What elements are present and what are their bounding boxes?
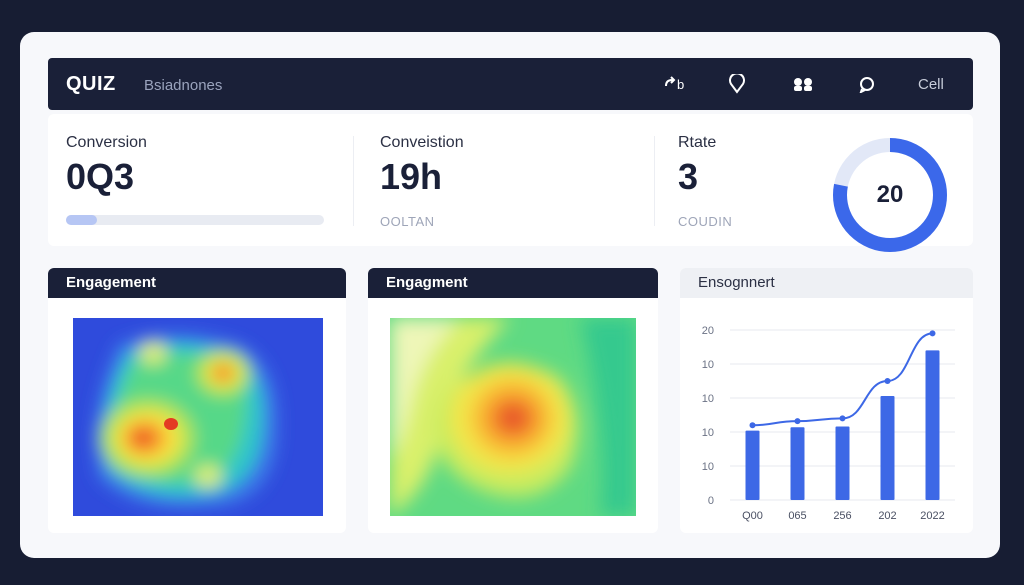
dashboard-frame: QUIZ Bsiadnones b (20, 32, 1000, 558)
progress-fill (66, 215, 97, 225)
card-title: Engagment (368, 268, 658, 298)
line-point (794, 418, 801, 425)
bar (925, 350, 940, 500)
stat-divider (654, 136, 655, 226)
engagement-heatmap-card: Engagement (48, 268, 346, 533)
chat-bubble-icon[interactable] (858, 73, 876, 95)
card-title: Engagement (48, 268, 346, 298)
brand-title[interactable]: QUIZ (66, 73, 116, 95)
stat-label: Rtate (678, 134, 717, 151)
link-icon[interactable]: b (663, 73, 689, 95)
y-tick-label: 20 (702, 325, 714, 337)
line-point (929, 330, 936, 337)
hotspot-marker (164, 418, 178, 430)
engagement-heatmap-2 (390, 318, 636, 516)
stat-label: Conveistion (380, 134, 464, 151)
top-navigation-bar: QUIZ Bsiadnones b (48, 58, 973, 110)
x-tick-label: 065 (788, 510, 806, 522)
x-tick-label: 256 (833, 510, 851, 522)
y-tick-label: 10 (702, 427, 714, 439)
line-point (884, 378, 891, 384)
stat-caption: COUDIN (678, 214, 733, 229)
engagement-bar-chart: 0 10 10 10 10 20 Q00 065 256 202 2022 (702, 325, 955, 522)
bar (835, 426, 850, 500)
stat-value: 19h (380, 156, 443, 197)
call-link[interactable]: Cell (918, 73, 944, 95)
stat-conversion: Conversion 0Q3 (48, 114, 348, 246)
stat-caption: OOLTAN (380, 214, 435, 229)
y-tick-label: 0 (708, 495, 714, 507)
trend-line (752, 332, 933, 427)
stat-conveistion: Conveistion 19h OOLTAN (362, 114, 662, 246)
donut-gauge: 20 (831, 136, 949, 254)
donut-value: 20 (876, 181, 904, 208)
users-icon[interactable] (791, 73, 815, 95)
stats-panel: Conversion 0Q3 Conveistion 19h OOLTAN Rt… (48, 114, 973, 252)
x-tick-label: Q00 (742, 510, 763, 522)
engagement-chart-card: Ensognnert 0 10 10 10 10 20 Q00 065 256 202 2022 (680, 268, 973, 533)
donut-arc (833, 138, 947, 252)
x-tick-label: 202 (878, 510, 896, 522)
stat-value: 3 (678, 156, 699, 197)
engagement-heatmap-1 (73, 318, 323, 516)
stat-rate: Rtate 3 COUDIN (660, 114, 810, 246)
stat-divider (353, 136, 354, 226)
y-tick-label: 10 (702, 461, 714, 473)
y-tick-label: 10 (702, 359, 714, 371)
call-label: Cell (918, 75, 944, 93)
location-pin-icon[interactable] (728, 73, 746, 95)
y-tick-label: 10 (702, 393, 714, 405)
line-point (749, 422, 756, 429)
line-point (839, 415, 846, 422)
stat-label: Conversion (66, 134, 147, 151)
bar (790, 427, 805, 500)
bar (745, 430, 760, 500)
bar (880, 395, 895, 500)
stat-value: 0Q3 (66, 156, 135, 197)
engagement-heatmap-card-2: Engagment (368, 268, 658, 533)
page-subtitle: Bsiadnones (144, 77, 223, 94)
x-tick-label: 2022 (920, 510, 944, 522)
progress-bar (66, 215, 324, 225)
svg-text:b: b (677, 77, 684, 92)
card-title: Ensognnert (680, 268, 973, 298)
